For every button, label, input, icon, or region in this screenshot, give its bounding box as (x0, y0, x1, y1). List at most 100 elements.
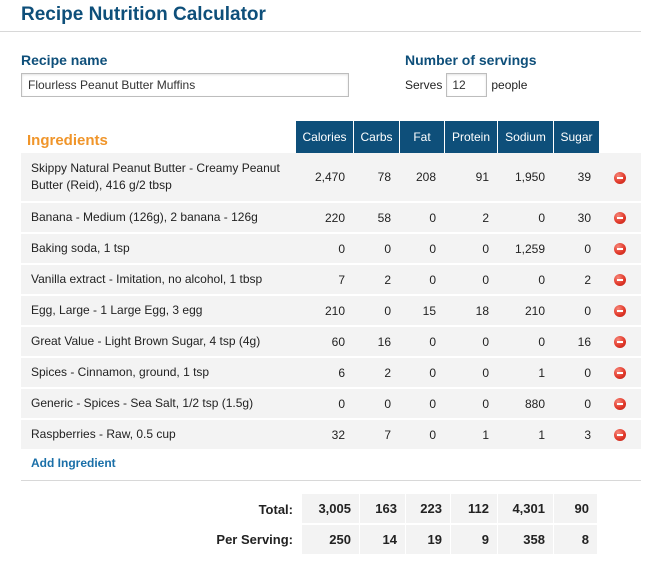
page-title: Recipe Nutrition Calculator (21, 4, 266, 25)
recipe-name-label: Recipe name (21, 52, 108, 68)
cell-fat: 0 (399, 327, 444, 358)
recipe-name-input[interactable] (21, 73, 349, 97)
total-label: Total: (258, 502, 293, 517)
cell-sodium: 210 (497, 296, 553, 327)
table-row: Raspberries - Raw, 0.5 cup 32 7 0 1 1 3 (21, 420, 641, 451)
totals-table: Total: 3,005 163 223 112 4,301 90 Per Se… (21, 494, 597, 554)
ingredient-name: Raspberries - Raw, 0.5 cup (21, 420, 295, 451)
ingredient-name: Spices - Cinnamon, ground, 1 tsp (21, 358, 295, 389)
remove-circle-icon[interactable] (614, 336, 626, 349)
cell-carbs: 2 (353, 358, 399, 389)
totals-divider (21, 480, 641, 481)
per-serving-calories: 250 (301, 525, 359, 554)
column-calories: Calories (295, 121, 353, 153)
servings-label: Number of servings (405, 52, 537, 68)
remove-circle-icon[interactable] (614, 212, 626, 225)
cell-fat: 0 (399, 265, 444, 296)
cell-sodium: 1 (497, 358, 553, 389)
cell-carbs: 58 (353, 203, 399, 234)
delete-cell (599, 358, 641, 389)
total-fat: 223 (405, 494, 450, 525)
total-row: Total: 3,005 163 223 112 4,301 90 (21, 494, 597, 525)
cell-calories: 7 (295, 265, 353, 296)
total-carbs: 163 (359, 494, 405, 525)
cell-protein: 0 (444, 358, 497, 389)
remove-circle-icon[interactable] (614, 367, 626, 380)
cell-calories: 0 (295, 389, 353, 420)
per-serving-fat: 19 (405, 525, 450, 554)
remove-circle-icon[interactable] (614, 171, 626, 184)
table-row: Generic - Spices - Sea Salt, 1/2 tsp (1.… (21, 389, 641, 420)
delete-cell (599, 153, 641, 203)
cell-calories: 0 (295, 234, 353, 265)
remove-circle-icon[interactable] (614, 398, 626, 411)
delete-cell (599, 296, 641, 327)
total-calories: 3,005 (301, 494, 359, 525)
cell-carbs: 7 (353, 420, 399, 451)
cell-sugar: 39 (553, 153, 599, 203)
delete-cell (599, 265, 641, 296)
cell-sugar: 0 (553, 234, 599, 265)
ingredient-name: Generic - Spices - Sea Salt, 1/2 tsp (1.… (21, 389, 295, 420)
table-row: Banana - Medium (126g), 2 banana - 126g 2… (21, 203, 641, 234)
remove-circle-icon[interactable] (614, 305, 626, 318)
cell-sugar: 3 (553, 420, 599, 451)
cell-sugar: 16 (553, 327, 599, 358)
delete-cell (599, 420, 641, 451)
delete-cell (599, 203, 641, 234)
cell-fat: 0 (399, 358, 444, 389)
table-row: Great Value - Light Brown Sugar, 4 tsp (… (21, 327, 641, 358)
cell-sugar: 0 (553, 296, 599, 327)
cell-calories: 2,470 (295, 153, 353, 203)
cell-protein: 0 (444, 389, 497, 420)
cell-sodium: 0 (497, 327, 553, 358)
cell-sugar: 2 (553, 265, 599, 296)
column-sugar: Sugar (553, 121, 599, 153)
table-row: Vanilla extract - Imitation, no alcohol,… (21, 265, 641, 296)
ingredient-name: Banana - Medium (126g), 2 banana - 126g (21, 203, 295, 234)
cell-sodium: 0 (497, 265, 553, 296)
cell-carbs: 16 (353, 327, 399, 358)
ingredient-name: Great Value - Light Brown Sugar, 4 tsp (… (21, 327, 295, 358)
cell-fat: 0 (399, 234, 444, 265)
cell-carbs: 0 (353, 296, 399, 327)
cell-carbs: 2 (353, 265, 399, 296)
per-serving-row: Per Serving: 250 14 19 9 358 8 (21, 525, 597, 554)
table-row: Spices - Cinnamon, ground, 1 tsp 6 2 0 0 1 0 (21, 358, 641, 389)
cell-carbs: 0 (353, 234, 399, 265)
per-serving-label: Per Serving: (216, 532, 293, 547)
total-sugar: 90 (553, 494, 597, 525)
cell-protein: 0 (444, 234, 497, 265)
ingredient-name: Egg, Large - 1 Large Egg, 3 egg (21, 296, 295, 327)
column-actions (599, 121, 641, 153)
remove-circle-icon[interactable] (614, 274, 626, 287)
serves-row: Serves people (405, 73, 527, 97)
add-ingredient-link[interactable]: Add Ingredient (31, 456, 116, 470)
cell-protein: 2 (444, 203, 497, 234)
table-row: Skippy Natural Peanut Butter - Creamy Pe… (21, 153, 641, 203)
cell-calories: 6 (295, 358, 353, 389)
ingredient-name: Skippy Natural Peanut Butter - Creamy Pe… (21, 153, 295, 203)
total-protein: 112 (450, 494, 497, 525)
cell-sodium: 0 (497, 203, 553, 234)
table-row: Egg, Large - 1 Large Egg, 3 egg 210 0 15 18 2… (21, 296, 641, 327)
per-serving-carbs: 14 (359, 525, 405, 554)
table-row: Baking soda, 1 tsp 0 0 0 0 1,259 0 (21, 234, 641, 265)
delete-cell (599, 234, 641, 265)
cell-fat: 0 (399, 203, 444, 234)
cell-calories: 32 (295, 420, 353, 451)
ingredient-name: Vanilla extract - Imitation, no alcohol,… (21, 265, 295, 296)
cell-protein: 1 (444, 420, 497, 451)
remove-circle-icon[interactable] (614, 243, 626, 256)
cell-protein: 0 (444, 327, 497, 358)
total-sodium: 4,301 (497, 494, 553, 525)
cell-fat: 208 (399, 153, 444, 203)
cell-sugar: 0 (553, 358, 599, 389)
per-serving-sodium: 358 (497, 525, 553, 554)
cell-protein: 0 (444, 265, 497, 296)
remove-circle-icon[interactable] (614, 429, 626, 442)
servings-input[interactable] (446, 73, 488, 97)
cell-sodium: 1 (497, 420, 553, 451)
cell-calories: 210 (295, 296, 353, 327)
column-sodium: Sodium (497, 121, 553, 153)
